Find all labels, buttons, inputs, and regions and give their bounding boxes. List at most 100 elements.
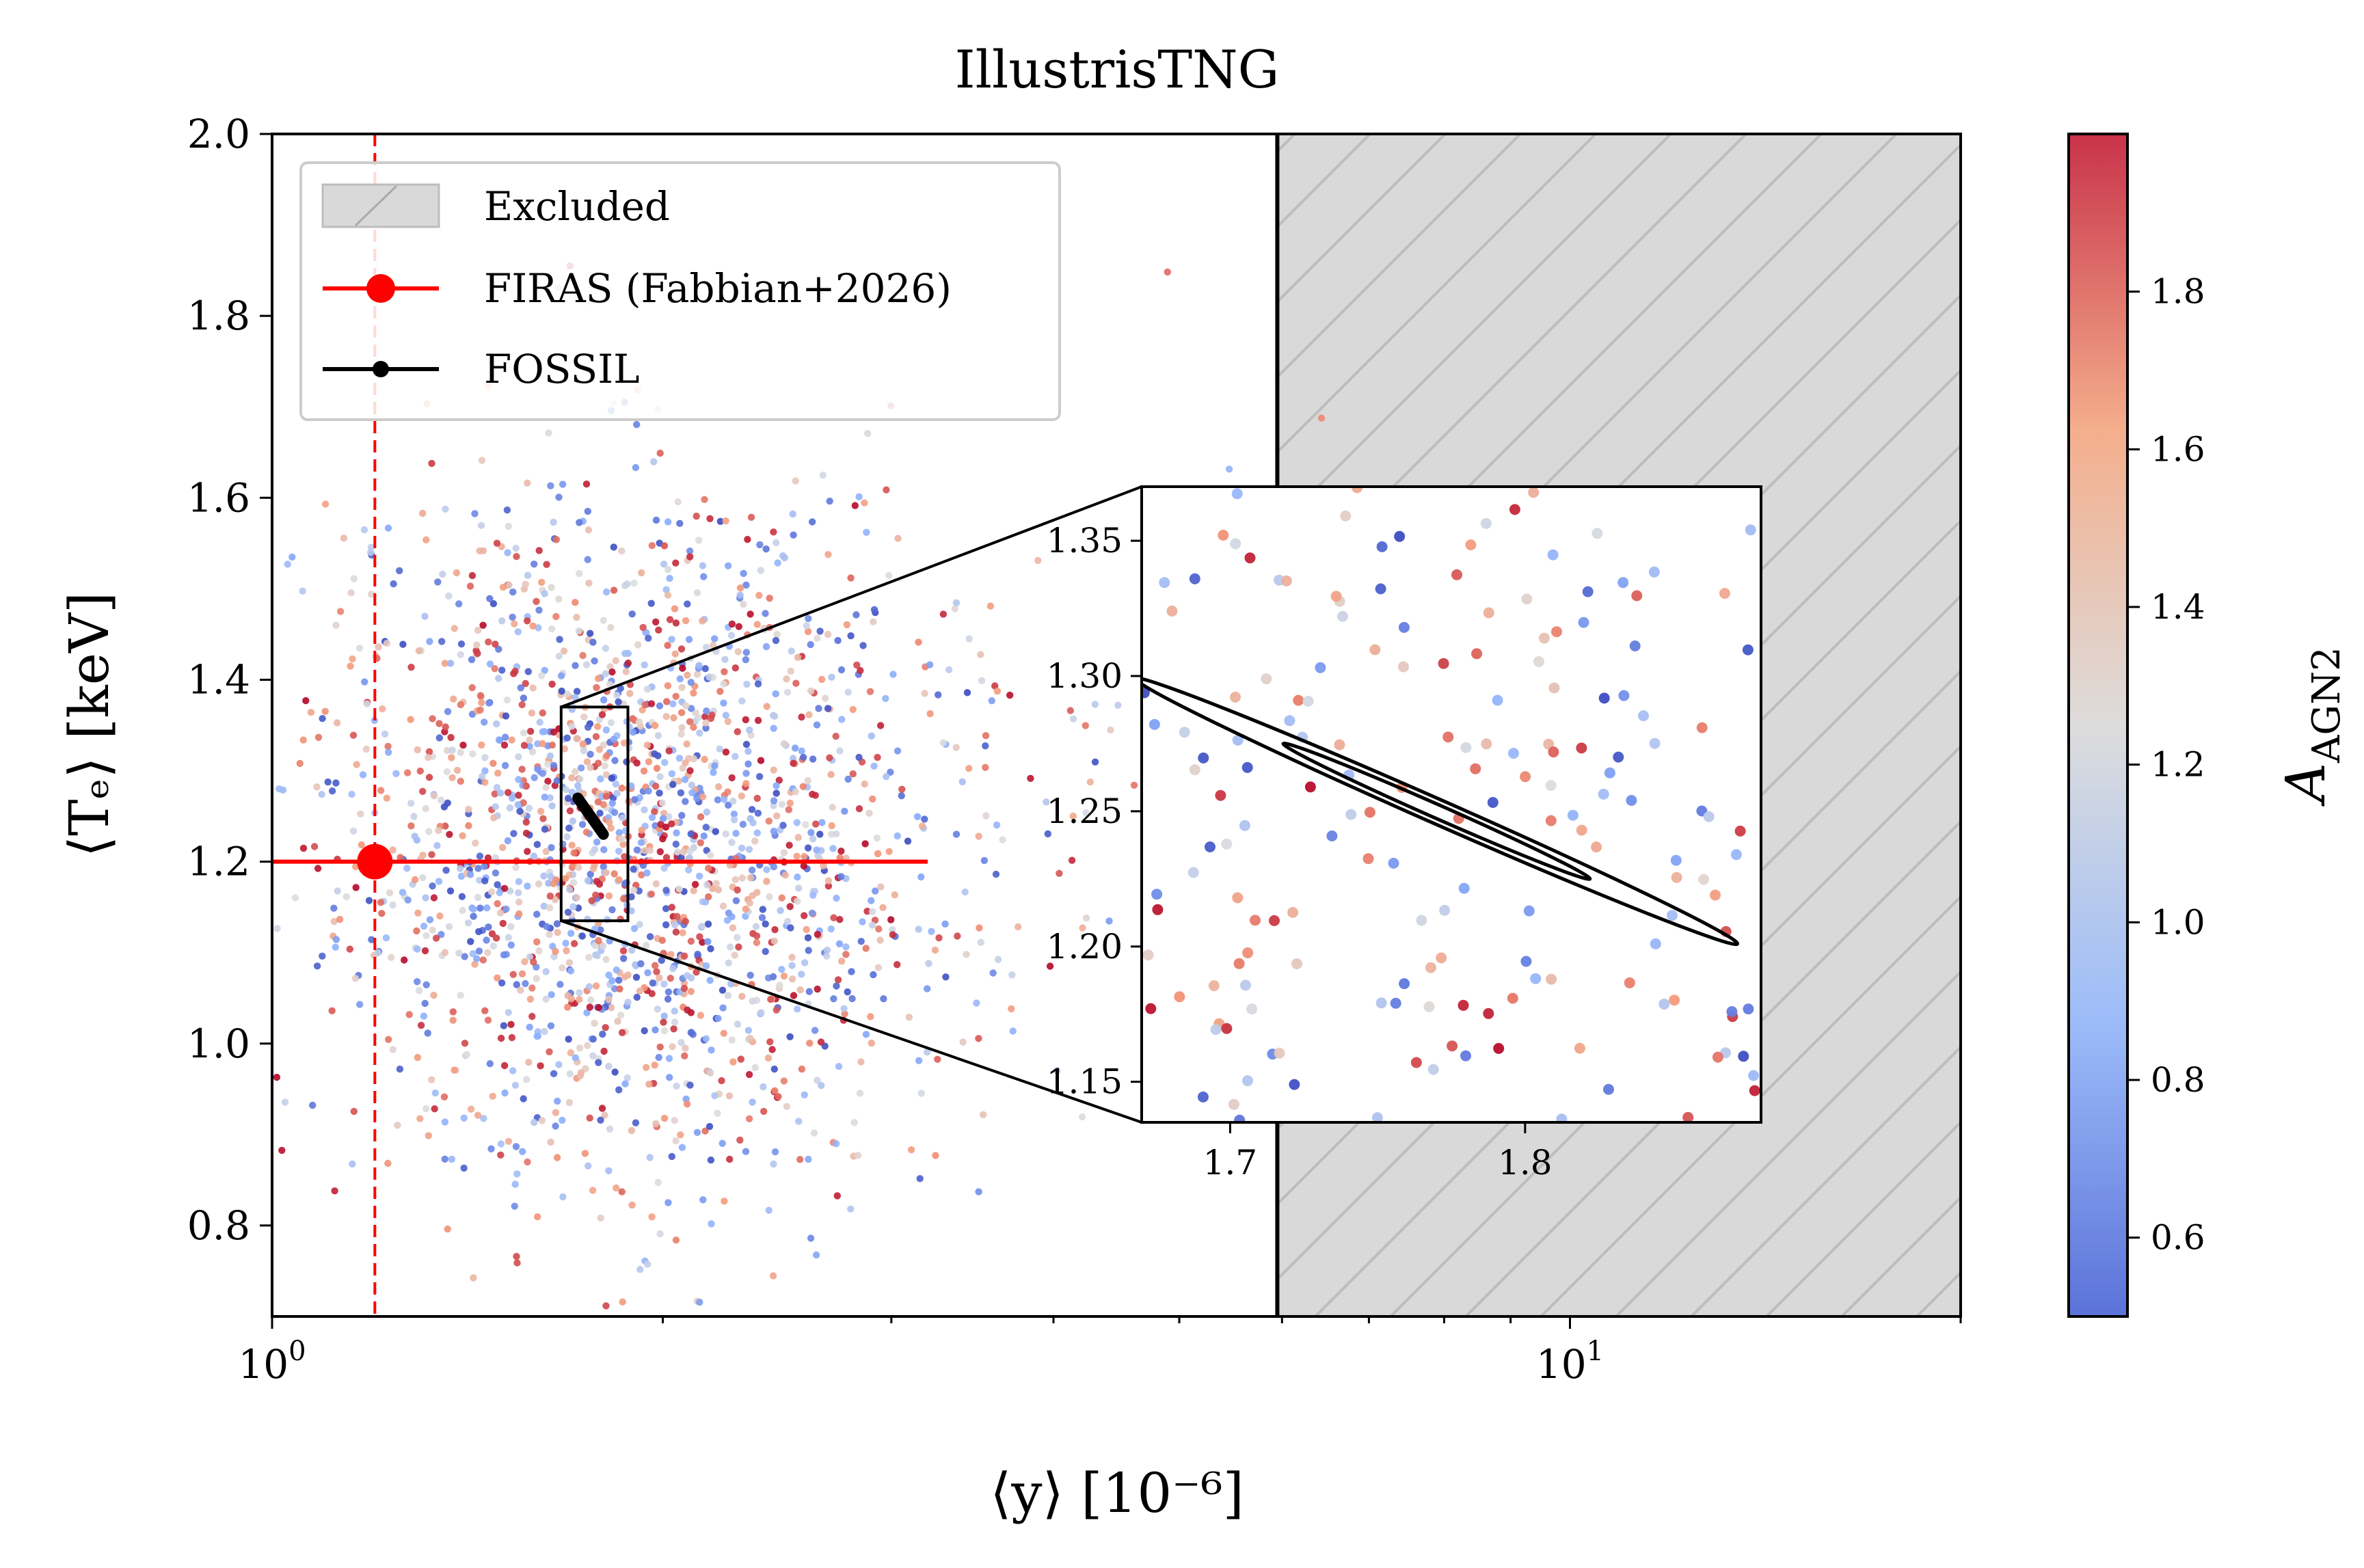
scatter-point xyxy=(827,925,835,933)
scatter-point xyxy=(476,904,484,912)
scatter-point xyxy=(794,1005,801,1013)
scatter-point xyxy=(593,951,601,960)
inset-scatter-point xyxy=(1458,999,1469,1011)
scatter-point xyxy=(368,936,375,943)
scatter-point xyxy=(595,1059,602,1066)
scatter-point xyxy=(499,919,507,928)
inset-scatter-point xyxy=(1315,662,1326,673)
scatter-point xyxy=(483,936,490,944)
scatter-point xyxy=(630,925,639,932)
scatter-point xyxy=(471,510,479,517)
scatter-point xyxy=(905,1014,913,1021)
scatter-point xyxy=(827,771,835,779)
scatter-point xyxy=(273,925,281,932)
scatter-point xyxy=(546,794,554,802)
scatter-point xyxy=(474,1111,482,1119)
inset-scatter-point xyxy=(1250,915,1261,926)
scatter-point xyxy=(444,707,452,716)
inset-scatter-point xyxy=(1749,1085,1760,1096)
scatter-point xyxy=(425,748,433,756)
scatter-point xyxy=(602,670,609,677)
scatter-point xyxy=(836,854,844,862)
scatter-point xyxy=(422,805,429,813)
scatter-point xyxy=(695,714,702,722)
legend-frame xyxy=(299,161,1061,421)
scatter-point xyxy=(643,941,650,949)
scatter-point xyxy=(572,662,579,669)
scatter-point xyxy=(803,925,810,934)
x-tick-base: 10 xyxy=(238,1341,288,1388)
scatter-point xyxy=(672,1137,680,1145)
scatter-point xyxy=(349,655,356,663)
inset-scatter-point xyxy=(1174,991,1185,1003)
scatter-point xyxy=(699,793,707,801)
scatter-point xyxy=(678,1144,686,1152)
scatter-point xyxy=(504,549,511,556)
scatter-point xyxy=(453,569,461,577)
scatter-point xyxy=(273,1073,281,1081)
scatter-point xyxy=(731,753,739,760)
inset-scatter-point xyxy=(1274,1047,1285,1059)
scatter-point xyxy=(579,740,587,748)
scatter-point xyxy=(524,571,532,579)
scatter-point xyxy=(885,571,893,580)
scatter-point xyxy=(563,734,571,742)
scatter-point xyxy=(570,940,578,947)
scatter-point xyxy=(561,875,569,882)
scatter-point xyxy=(669,700,677,707)
scatter-point xyxy=(410,813,418,820)
scatter-point xyxy=(821,694,829,702)
scatter-point xyxy=(585,579,593,587)
scatter-point xyxy=(747,610,754,618)
scatter-point xyxy=(481,718,488,726)
scatter-point xyxy=(819,472,827,479)
scatter-point xyxy=(445,592,453,600)
scatter-point xyxy=(585,954,593,961)
scatter-point xyxy=(980,856,989,865)
scatter-point xyxy=(524,1158,531,1166)
scatter-point xyxy=(718,1077,725,1085)
scatter-point xyxy=(587,630,594,637)
scatter-point xyxy=(608,906,616,914)
scatter-point xyxy=(807,828,815,837)
scatter-point xyxy=(613,1184,620,1192)
inset-y-tick-label: 1.25 xyxy=(1047,792,1123,831)
inset-scatter-point xyxy=(1730,849,1742,861)
scatter-point xyxy=(542,995,550,1003)
scatter-point xyxy=(684,671,691,679)
inset-scatter-point xyxy=(1242,1075,1253,1087)
scatter-point xyxy=(739,820,747,828)
scatter-point xyxy=(505,1137,513,1146)
scatter-point xyxy=(496,736,504,744)
scatter-point xyxy=(681,1052,688,1060)
scatter-point xyxy=(790,992,798,999)
scatter-point xyxy=(580,747,587,755)
scatter-point xyxy=(1009,1027,1017,1035)
scatter-point xyxy=(524,848,531,855)
y-tick-label: 1.0 xyxy=(187,1020,250,1067)
scatter-point xyxy=(637,839,645,846)
scatter-point xyxy=(889,931,897,938)
scatter-point xyxy=(498,617,506,625)
scatter-point xyxy=(874,964,883,971)
scatter-point xyxy=(666,574,673,582)
scatter-point xyxy=(494,974,501,982)
scatter-point xyxy=(734,728,742,735)
scatter-point xyxy=(675,755,684,762)
scatter-point xyxy=(357,810,364,818)
scatter-point xyxy=(989,969,997,977)
scatter-point xyxy=(716,517,725,525)
scatter-point xyxy=(778,800,786,809)
scatter-point xyxy=(711,1092,718,1100)
scatter-point xyxy=(653,968,660,975)
scatter-point xyxy=(870,606,878,614)
scatter-point xyxy=(851,502,859,509)
scatter-point xyxy=(685,866,693,874)
scatter-point xyxy=(725,801,732,809)
scatter-point xyxy=(362,745,371,753)
scatter-point xyxy=(740,601,747,608)
scatter-point xyxy=(358,841,365,849)
scatter-point xyxy=(738,697,746,705)
inset-scatter-point xyxy=(1375,583,1386,595)
scatter-point xyxy=(636,987,644,995)
